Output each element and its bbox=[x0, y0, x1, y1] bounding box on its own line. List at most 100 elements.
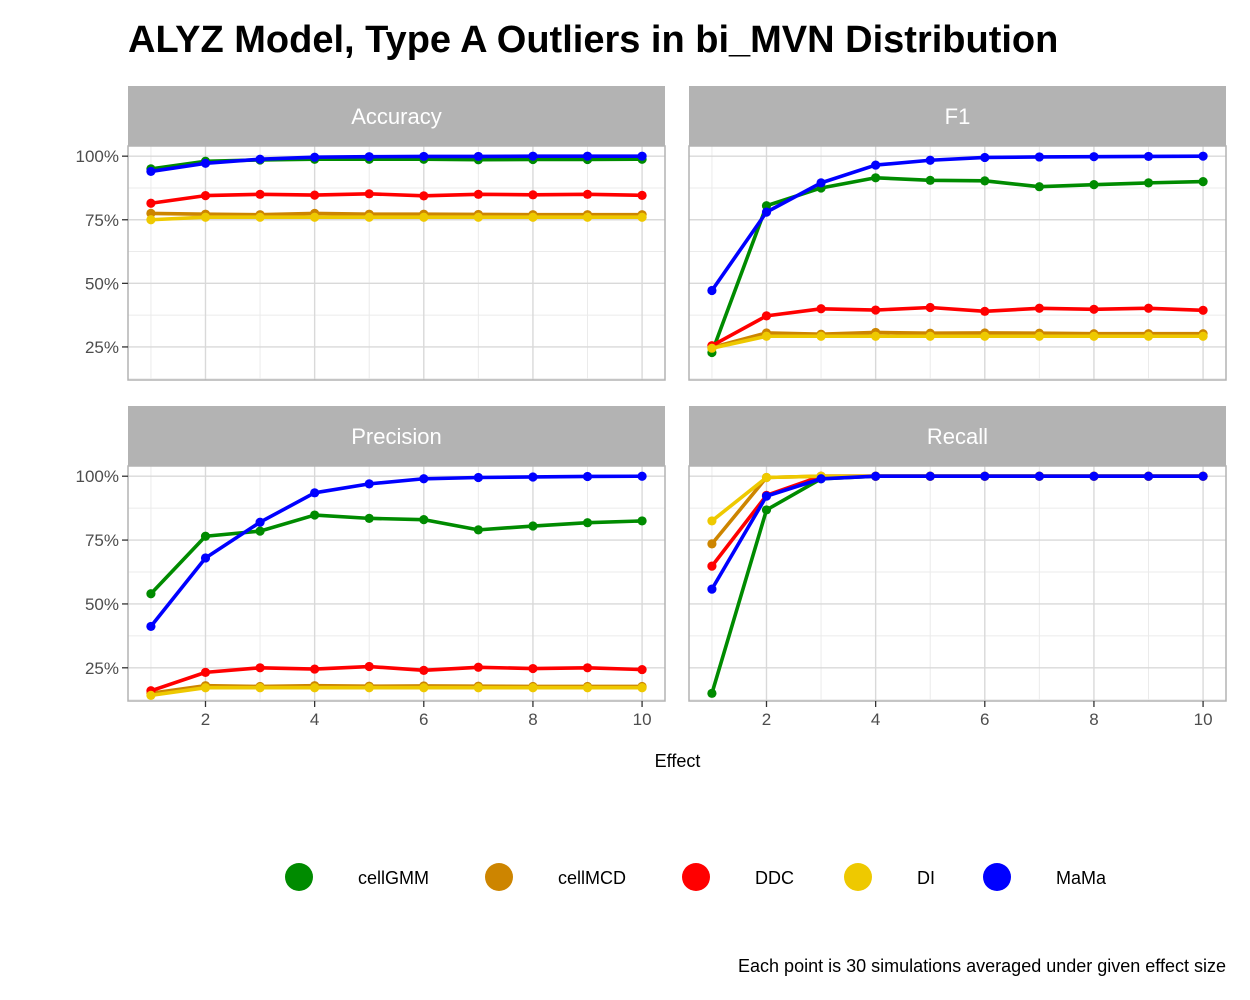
y-tick-label: 100% bbox=[76, 467, 119, 486]
data-point-di bbox=[255, 212, 265, 222]
y-tick-label: 25% bbox=[85, 659, 119, 678]
data-point-mama bbox=[255, 154, 265, 164]
data-point-di bbox=[1034, 331, 1044, 341]
series-cellgmm-f1 bbox=[707, 173, 1208, 358]
data-point-mama bbox=[473, 472, 483, 483]
data-point-ddc bbox=[255, 663, 265, 673]
data-point-mama bbox=[310, 152, 320, 162]
x-tick-label: 10 bbox=[1194, 710, 1213, 729]
data-point-di bbox=[364, 683, 374, 693]
data-point-di bbox=[146, 215, 156, 225]
series-line-cellgmm bbox=[149, 513, 644, 596]
x-axis-title: Effect bbox=[655, 751, 701, 771]
panel-accuracy: Accuracy 25% 50% 75% 100% bbox=[76, 86, 666, 381]
data-point-mama bbox=[1143, 151, 1154, 162]
data-point-mama bbox=[528, 151, 538, 161]
series-cellgmm-precision bbox=[146, 510, 647, 599]
data-point-ddc bbox=[364, 189, 374, 199]
data-point-ddc bbox=[200, 190, 211, 201]
panel-f1: F1 bbox=[688, 86, 1227, 381]
strip-label-accuracy: Accuracy bbox=[351, 104, 441, 129]
legend-label-cellmcd: cellMCD bbox=[558, 868, 626, 888]
data-point-mama bbox=[146, 621, 156, 632]
data-point-ddc bbox=[473, 662, 483, 672]
data-point-mama bbox=[200, 158, 211, 168]
data-point-di bbox=[871, 331, 881, 341]
panel-recall: Recall bbox=[688, 406, 1227, 702]
data-point-mama bbox=[1089, 471, 1099, 481]
series-line-di bbox=[149, 215, 644, 222]
data-point-mama bbox=[761, 207, 772, 217]
x-tick-label: 4 bbox=[310, 710, 319, 729]
data-point-cellgmm bbox=[761, 505, 772, 515]
data-point-ddc bbox=[582, 189, 593, 199]
series-line-ddc bbox=[149, 664, 644, 693]
legend-swatch-mama bbox=[983, 863, 1011, 891]
data-point-mama bbox=[1143, 471, 1154, 481]
data-point-cellgmm bbox=[582, 518, 593, 528]
data-point-cellgmm bbox=[980, 176, 990, 186]
series-cellmcd-recall bbox=[707, 471, 1208, 549]
chart-title: ALYZ Model, Type A Outliers in bi_MVN Di… bbox=[128, 19, 1058, 61]
data-point-ddc bbox=[1089, 304, 1099, 314]
legend-label-cellgmm: cellGMM bbox=[358, 868, 429, 888]
x-axis-layer: 2 4 6 8 10 2 4 6 8 10 bbox=[201, 701, 1213, 729]
data-point-mama bbox=[871, 471, 881, 481]
data-point-mama bbox=[637, 471, 647, 481]
data-point-mama bbox=[871, 160, 881, 170]
data-point-ddc bbox=[925, 302, 935, 313]
data-point-mama bbox=[761, 491, 772, 501]
series-cellmcd-f1 bbox=[707, 327, 1208, 353]
data-point-di bbox=[761, 331, 772, 341]
data-point-mama bbox=[1089, 152, 1099, 162]
legend-item-mama: MaMa bbox=[983, 863, 1107, 891]
y-tick-label: 100% bbox=[76, 147, 119, 166]
data-point-cellgmm bbox=[1198, 177, 1208, 187]
data-point-ddc bbox=[1034, 303, 1044, 313]
data-point-mama bbox=[637, 151, 647, 161]
data-point-cellgmm bbox=[528, 521, 538, 531]
data-point-ddc bbox=[255, 189, 265, 199]
data-point-mama bbox=[1034, 471, 1044, 481]
data-point-ddc bbox=[528, 663, 538, 674]
y-tick-label: 75% bbox=[85, 211, 119, 230]
data-point-ddc bbox=[816, 304, 826, 314]
data-point-ddc bbox=[637, 190, 647, 200]
data-point-mama bbox=[528, 472, 538, 482]
data-point-cellgmm bbox=[871, 173, 881, 183]
data-point-cellgmm bbox=[255, 526, 265, 536]
panel-border bbox=[688, 465, 1227, 702]
data-point-di bbox=[707, 343, 717, 353]
data-point-mama bbox=[582, 151, 593, 161]
y-tick-label: 25% bbox=[85, 338, 119, 357]
data-point-cellgmm bbox=[146, 589, 156, 599]
data-point-ddc bbox=[1143, 303, 1154, 313]
data-point-ddc bbox=[761, 311, 772, 321]
data-point-di bbox=[200, 683, 211, 693]
data-point-cellgmm bbox=[707, 688, 717, 698]
series-line-cellmcd bbox=[710, 474, 1205, 546]
series-line-di bbox=[710, 334, 1205, 351]
x-tick-label: 8 bbox=[1089, 710, 1098, 729]
series-ddc-precision bbox=[146, 661, 647, 696]
data-point-di bbox=[582, 212, 593, 222]
panel-border bbox=[127, 465, 666, 702]
data-point-di bbox=[528, 212, 538, 222]
data-point-mama bbox=[1034, 152, 1044, 162]
data-point-cellmcd bbox=[707, 539, 717, 549]
legend-label-di: DI bbox=[917, 868, 935, 888]
series-line-ddc bbox=[710, 305, 1205, 348]
legend-item-di: DI bbox=[844, 863, 935, 891]
series-mama-recall bbox=[707, 471, 1208, 594]
strip-f1 bbox=[689, 86, 1226, 146]
x-tick-label: 2 bbox=[201, 710, 210, 729]
series-ddc-recall bbox=[707, 471, 1208, 571]
data-point-mama bbox=[925, 471, 935, 481]
data-point-cellgmm bbox=[473, 525, 483, 535]
series-mama-accuracy bbox=[146, 151, 647, 177]
data-point-mama bbox=[925, 155, 935, 165]
strip-recall bbox=[689, 406, 1226, 466]
data-point-cellgmm bbox=[1143, 178, 1154, 188]
data-point-di bbox=[473, 212, 483, 222]
x-tick-label: 8 bbox=[528, 710, 537, 729]
